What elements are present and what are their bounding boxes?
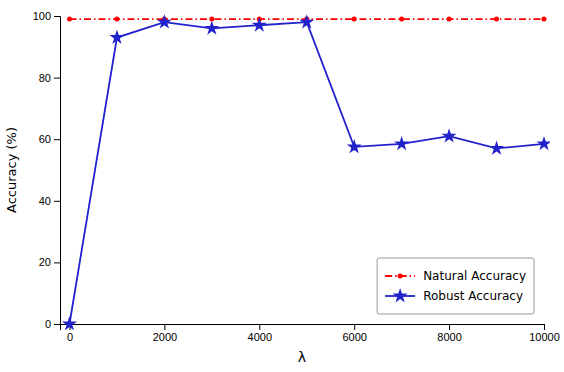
- tick-label: 40: [39, 195, 51, 207]
- marker: [252, 17, 267, 31]
- marker: [299, 14, 314, 28]
- tick-label: 0: [45, 318, 51, 330]
- tick: 40: [39, 195, 60, 207]
- tick-mark: [544, 324, 545, 330]
- tick-mark: [54, 201, 60, 202]
- tick-mark: [449, 324, 450, 330]
- tick: 8000: [437, 324, 461, 343]
- y-axis-title: Accuracy (%): [4, 127, 19, 213]
- tick: 2000: [153, 324, 177, 343]
- axis-line: [54, 17, 61, 325]
- tick-label: 4000: [248, 331, 272, 343]
- marker: [394, 136, 409, 150]
- tick: 100: [33, 10, 60, 22]
- tick-mark: [164, 324, 165, 330]
- legend: Natural Accuracy Robust Accuracy: [377, 258, 534, 314]
- marker: [114, 17, 119, 22]
- tick-mark: [54, 78, 60, 79]
- marker: [494, 17, 499, 22]
- marker: [62, 316, 77, 330]
- tick-mark: [54, 139, 60, 140]
- marker: [109, 30, 124, 44]
- x-axis: 0 2000 4000 6000 8000 10000: [61, 324, 560, 343]
- tick-label: 20: [39, 256, 51, 268]
- marker: [204, 20, 219, 34]
- tick: 4000: [248, 324, 272, 343]
- line: [69, 22, 544, 324]
- tick-mark: [54, 16, 60, 17]
- axis-line: [61, 325, 545, 331]
- legend-item: Robust Accuracy: [385, 288, 523, 303]
- series: [62, 14, 550, 330]
- marker: [67, 17, 72, 22]
- tick-mark: [54, 324, 60, 325]
- legend-label: Robust Accuracy: [423, 289, 523, 303]
- marker: [399, 17, 404, 22]
- tick-label: 60: [39, 133, 51, 145]
- marker: [157, 14, 172, 28]
- marker: [541, 17, 546, 22]
- legend-label: Natural Accuracy: [423, 269, 526, 283]
- tick-mark: [354, 324, 355, 330]
- marker: [347, 139, 362, 153]
- tick: 6000: [342, 324, 366, 343]
- legend-item: Natural Accuracy: [385, 269, 526, 283]
- plot: 0 2000 4000 6000 8000 10000 0 20 40 60 80 100 Natura…: [33, 10, 560, 343]
- tick: 10000: [529, 324, 560, 343]
- tick-mark: [54, 262, 60, 263]
- x-axis-title: λ: [298, 349, 306, 365]
- chart: 0 2000 4000 6000 8000 10000 0 20 40 60 80 100 Natura…: [0, 0, 564, 372]
- tick: 80: [39, 72, 60, 84]
- marker: [352, 17, 357, 22]
- y-axis: 0 20 40 60 80 100: [33, 10, 61, 330]
- tick-mark: [259, 324, 260, 330]
- marker: [489, 141, 504, 155]
- tick: 60: [39, 133, 60, 145]
- legend-box: [377, 258, 534, 314]
- marker: [447, 17, 452, 22]
- series-layer: [62, 14, 550, 330]
- legend-marker: [393, 288, 408, 302]
- tick: 0: [45, 318, 60, 330]
- tick-label: 2000: [153, 331, 177, 343]
- marker: [442, 128, 457, 142]
- marker: [536, 136, 550, 150]
- tick-label: 8000: [437, 331, 461, 343]
- tick-label: 6000: [342, 331, 366, 343]
- tick-label: 0: [67, 331, 73, 343]
- tick-label: 100: [33, 10, 51, 22]
- tick-label: 10000: [529, 331, 560, 343]
- tick-label: 80: [39, 72, 51, 84]
- tick: 20: [39, 256, 60, 268]
- legend-marker: [398, 273, 403, 278]
